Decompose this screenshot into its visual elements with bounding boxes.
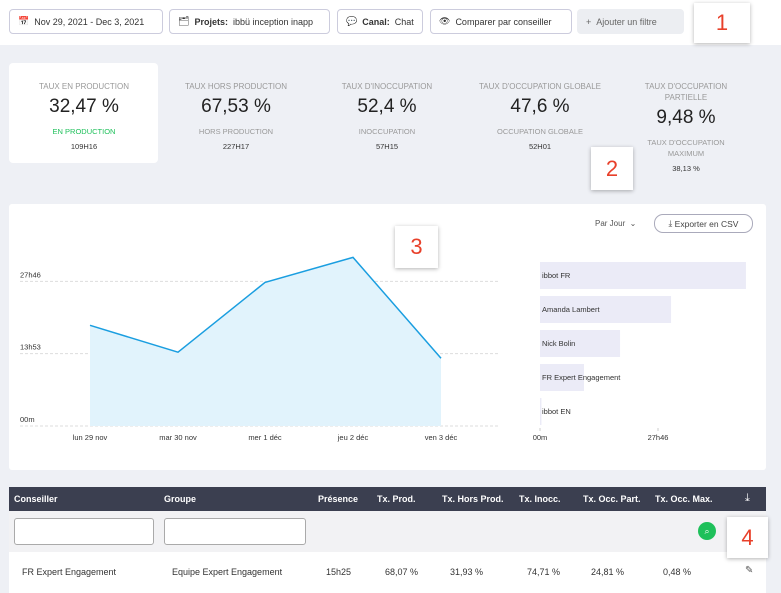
bar-label: FR Expert Engagement <box>542 373 621 382</box>
cell: 74,71 % <box>527 567 561 577</box>
callout: 3 <box>395 226 438 268</box>
project-text: ibbü inception inapp <box>232 16 314 27</box>
channel-filter[interactable]: 💬 Canal: Chat <box>337 9 423 34</box>
channel-label: Canal: <box>362 16 390 27</box>
cell: 24,81 % <box>591 567 625 577</box>
table-row <box>9 552 766 593</box>
x-tick-label: mar 30 nov <box>159 433 197 442</box>
project-filter[interactable]: 🗂 Projets: ibbü inception inapp <box>169 9 330 34</box>
search-button[interactable]: ⌕ <box>698 522 716 540</box>
channel-text: Chat <box>394 16 414 27</box>
kpi-value: 67,53 % <box>201 96 271 117</box>
column-header: Tx. Hors Prod. <box>442 494 504 504</box>
bar-label: ibbot EN <box>542 407 571 416</box>
add-filter-button[interactable]: + Ajouter un filtre <box>577 9 684 34</box>
date-text: Nov 29, 2021 - Dec 3, 2021 <box>34 16 145 27</box>
kpi-value: 32,47 % <box>49 96 119 117</box>
callout: 4 <box>727 517 768 558</box>
kpi-label: TAUX D'OCCUPATION PARTIELLE <box>644 82 728 102</box>
kpi-label: TAUX HORS PRODUCTION <box>184 82 288 91</box>
callout: 2 <box>591 147 633 190</box>
project-label: Projets: <box>194 16 228 27</box>
bar-label: Nick Bolin <box>542 339 575 348</box>
kpi: TAUX EN PRODUCTION 32,47 % EN PRODUCTION 10… <box>14 81 154 151</box>
edit-icon[interactable]: ✎ <box>745 565 754 576</box>
y-tick-label: 27h46 <box>20 270 41 279</box>
kpi-label: TAUX EN PRODUCTION <box>38 82 130 91</box>
bar <box>540 262 746 289</box>
kpi-label: TAUX D'INOCCUPATION <box>341 82 433 91</box>
cell: Equipe Expert Engagement <box>172 567 283 577</box>
bar-label: ibbot FR <box>542 271 571 280</box>
compare-text: Comparer par conseiller <box>455 16 552 27</box>
kpi-label: TAUX D'OCCUPATION GLOBALE <box>479 82 601 91</box>
x-tick-label: 27h46 <box>648 433 669 442</box>
bar <box>540 330 621 357</box>
kpi-sub-value: 57H15 <box>375 142 399 151</box>
kpi: TAUX D'INOCCUPATION 52,4 % INOCCUPATION 57H… <box>317 81 457 151</box>
column-header: Conseiller <box>14 494 58 504</box>
kpi-value: 47,6 % <box>510 96 570 117</box>
kpi: TAUX HORS PRODUCTION 67,53 % HORS PRODUCTI… <box>166 81 306 151</box>
column-header: Groupe <box>164 494 197 504</box>
period-select[interactable]: Par Jour ⌄ <box>595 219 637 228</box>
column-header: Tx. Occ. Part. <box>583 494 641 504</box>
bar <box>540 364 584 391</box>
conseiller-input[interactable] <box>14 518 154 545</box>
table-header <box>9 487 766 511</box>
y-tick-label: 00m <box>20 415 35 424</box>
x-tick-label: mer 1 déc <box>248 433 282 442</box>
add-filter-text: Ajouter un filtre <box>596 16 657 27</box>
groupe-input[interactable] <box>164 518 306 545</box>
date-filter[interactable]: 📅 Nov 29, 2021 - Dec 3, 2021 <box>9 9 163 34</box>
kpi-card-active[interactable] <box>9 63 158 163</box>
kpi-value: 52,4 % <box>357 96 417 117</box>
cell: 68,07 % <box>385 567 419 577</box>
bar <box>540 398 542 425</box>
cell: 0,48 % <box>663 567 692 577</box>
column-header: Tx. Occ. Max. <box>655 494 713 504</box>
kpi-sub-label: OCCUPATION GLOBALE <box>497 127 583 136</box>
x-tick-label: 00m <box>533 433 548 442</box>
cell: FR Expert Engagement <box>22 567 117 577</box>
export-text: Exporter en CSV <box>674 218 739 229</box>
kpi-sub-value: 52H01 <box>528 142 552 151</box>
compare-button[interactable]: 👁 Comparer par conseiller <box>430 9 572 34</box>
kpi-sub-label: TAUX D'OCCUPATION MAXIMUM <box>647 138 725 158</box>
column-header: Tx. Inocc. <box>519 494 561 504</box>
callout: 1 <box>694 3 750 43</box>
kpi: TAUX D'OCCUPATION GLOBALE 47,6 % OCCUPATIO… <box>470 81 610 151</box>
y-tick-label: 13h53 <box>20 343 41 352</box>
column-header: Tx. Prod. <box>377 494 416 504</box>
x-tick-label: lun 29 nov <box>73 433 108 442</box>
cell: 31,93 % <box>450 567 484 577</box>
export-button[interactable]: ⤓ Exporter en CSV <box>654 214 753 233</box>
download-icon[interactable]: ⤓ <box>745 492 750 504</box>
bar-label: Amanda Lambert <box>542 305 600 314</box>
kpi: TAUX D'OCCUPATION PARTIELLE 9,48 % TAUX D'… <box>616 81 756 173</box>
cell: 15h25 <box>326 567 352 577</box>
kpi-sub-value: 109H16 <box>70 142 98 151</box>
kpi-sub-value: 227H17 <box>222 142 250 151</box>
x-tick-label: ven 3 déc <box>425 433 458 442</box>
kpi-sub-label: HORS PRODUCTION <box>198 127 274 136</box>
kpi-sub-value: 38,13 % <box>672 164 700 173</box>
column-header: Présence <box>318 494 359 504</box>
line <box>89 256 442 359</box>
bar <box>540 296 672 323</box>
area <box>90 257 441 426</box>
x-tick-label: jeu 2 déc <box>337 433 369 442</box>
period-text: Par Jour <box>595 219 626 228</box>
kpi-value: 9,48 % <box>656 107 716 128</box>
kpi-sub-label: INOCCUPATION <box>358 127 416 136</box>
kpi-sub-label: EN PRODUCTION <box>52 127 116 136</box>
